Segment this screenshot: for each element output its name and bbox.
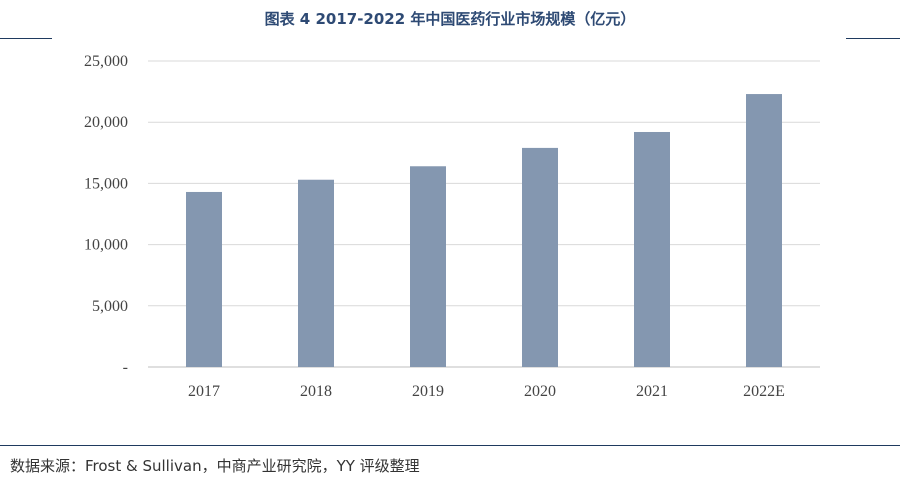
x-tick-label: 2020 [524, 383, 556, 400]
bar-2020 [522, 147, 558, 367]
y-tick-label: - [123, 359, 128, 376]
bar-2018 [298, 179, 334, 367]
x-tick-label: 2022E [743, 383, 785, 400]
x-tick-label: 2017 [188, 383, 220, 400]
y-tick-label: 5,000 [92, 298, 128, 315]
x-tick-label: 2019 [412, 383, 444, 400]
source-note: 数据来源：Frost & Sullivan，中商产业研究院，YY 评级整理 [10, 457, 420, 475]
bar-2017 [186, 191, 222, 367]
y-tick-label: 25,000 [84, 53, 128, 70]
y-tick-label: 15,000 [84, 175, 128, 192]
title-rule-left [0, 38, 52, 39]
bar-2019 [410, 166, 446, 367]
bar-chart: - 5,000 10,000 15,000 20,000 25,000 2017 2018 20… [84, 53, 820, 400]
chart-title: 图表 4 2017-2022 年中国医药行业市场规模（亿元） [264, 10, 636, 28]
x-tick-label: 2018 [300, 383, 332, 400]
title-rule-right [846, 38, 900, 39]
y-tick-label: 20,000 [84, 114, 128, 131]
footer-rule [0, 445, 900, 446]
bar-2022E [746, 94, 782, 367]
x-tick-label: 2021 [636, 383, 668, 400]
bar-2021 [634, 131, 670, 367]
y-tick-label: 10,000 [84, 237, 128, 254]
